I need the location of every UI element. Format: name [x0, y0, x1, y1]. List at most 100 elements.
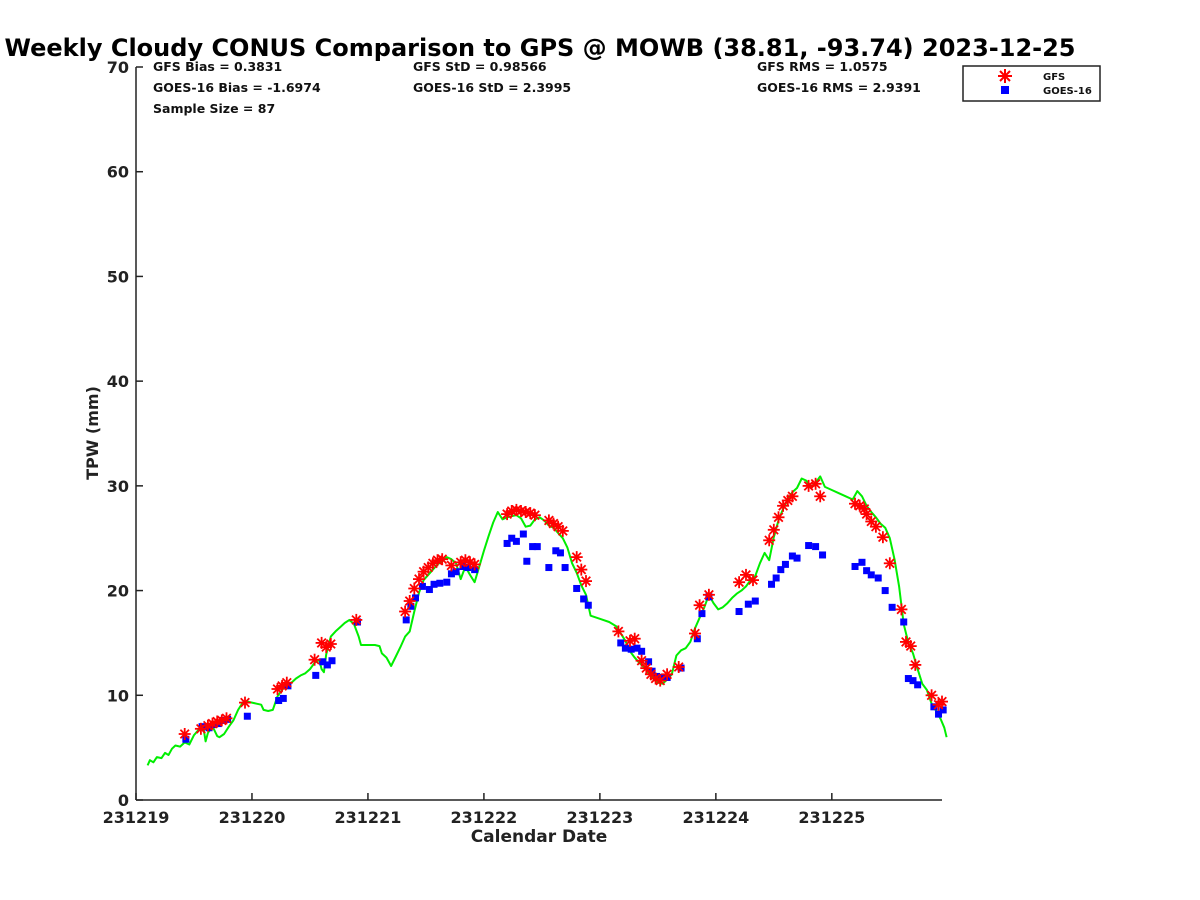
goes16-point — [452, 568, 460, 576]
gfs-point — [689, 627, 701, 640]
gfs-point — [767, 523, 780, 536]
gfs-point — [876, 531, 889, 544]
gfs-point — [904, 640, 917, 653]
goes16-point — [275, 697, 283, 705]
y-tick-label: 70 — [107, 58, 129, 77]
y-axis-label: TPW (mm) — [83, 386, 102, 480]
legend-box — [962, 65, 1101, 102]
gfs-point — [403, 595, 416, 607]
y-tick-label: 30 — [107, 477, 129, 496]
y-tick-label: 0 — [118, 791, 129, 810]
goes16-point — [529, 543, 537, 551]
gfs-point — [661, 668, 674, 681]
y-tick-label: 10 — [107, 686, 129, 705]
gfs-point — [814, 490, 827, 503]
goes16-point — [418, 582, 426, 590]
goes16-point — [900, 618, 908, 626]
legend-goes16-marker — [1001, 86, 1009, 94]
x-axis-ticks: 231219 231220 231221 231222 231223 231224 2312… — [103, 793, 865, 827]
goes16-point — [436, 579, 444, 587]
gfs-series — [178, 477, 948, 740]
gfs-point — [220, 712, 233, 725]
goes16-point — [411, 594, 419, 602]
gfs-point — [350, 613, 363, 626]
x-tick-label: 231220 — [219, 808, 286, 827]
goes16-point — [939, 706, 947, 714]
goes16-point — [735, 608, 743, 616]
y-axis-ticks: 0 10 20 30 40 50 60 70 — [107, 58, 143, 810]
gfs-point — [635, 654, 648, 667]
goes16-point — [584, 601, 592, 609]
gfs-point — [672, 661, 685, 673]
goes16-point — [182, 735, 190, 743]
goes16-point — [904, 675, 912, 683]
goes16-point — [552, 547, 560, 555]
goes16-point — [425, 586, 433, 594]
goes16-point — [533, 543, 541, 551]
gfs-point — [763, 534, 776, 547]
goes16-point — [323, 661, 331, 669]
gfs-point — [702, 588, 715, 601]
goes16-point — [788, 552, 796, 560]
gfs-point — [640, 662, 653, 675]
goes16-point — [617, 639, 625, 647]
goes16-point — [580, 595, 588, 603]
gfs-point — [280, 676, 293, 689]
gfs-point — [747, 574, 759, 587]
gfs-point — [178, 728, 191, 740]
gfs-point — [570, 551, 583, 564]
goes16-point — [909, 677, 917, 685]
gfs-point — [324, 638, 337, 650]
gfs-point — [809, 477, 822, 490]
gfs-point — [883, 557, 896, 570]
goes16-point — [781, 560, 789, 568]
gfs-point — [869, 520, 882, 533]
gfs-point — [519, 506, 532, 518]
gfs-point — [528, 509, 541, 522]
y-tick-label: 50 — [107, 267, 129, 286]
gfs-point — [895, 603, 908, 616]
goes16-point — [512, 537, 520, 545]
gps-series — [146, 475, 948, 766]
goes16-point — [443, 578, 451, 586]
gfs-point — [308, 653, 321, 666]
plot-area — [135, 67, 948, 801]
gfs-point — [860, 508, 873, 521]
stat-gfs-bias: GFS Bias = 0.3831 — [153, 59, 282, 74]
gfs-point — [936, 695, 948, 708]
goes16-point — [930, 703, 938, 711]
legend: GFS GOES-16 — [962, 65, 1101, 102]
x-tick-label: 231224 — [682, 808, 749, 827]
goes16-point — [698, 610, 706, 618]
goes16-point — [430, 580, 438, 588]
goes16-point — [243, 712, 251, 720]
stat-goes-bias: GOES-16 Bias = -1.6974 — [153, 80, 321, 95]
gfs-point — [436, 553, 449, 566]
goes16-point — [751, 597, 759, 605]
goes16-point — [464, 564, 472, 572]
goes16-point — [645, 658, 653, 666]
stat-goes-rms: GOES-16 RMS = 2.9391 — [757, 80, 921, 95]
goes16-point — [867, 571, 875, 579]
gfs-point — [612, 625, 625, 638]
gfs-point — [925, 689, 938, 702]
y-tick-label: 60 — [107, 163, 129, 182]
goes16-point — [888, 603, 896, 611]
goes16-point — [556, 549, 564, 557]
goes16-point — [693, 635, 701, 643]
goes16-point — [819, 551, 827, 559]
plot-frame — [136, 67, 942, 800]
gfs-point — [556, 524, 569, 537]
goes16-point — [768, 580, 776, 588]
goes16-point — [407, 602, 415, 610]
goes16-point — [545, 564, 553, 572]
goes16-point — [851, 562, 859, 570]
goes16-point — [648, 667, 656, 675]
goes16-point — [447, 570, 455, 578]
goes16-point — [812, 543, 820, 551]
goes16-point — [627, 645, 635, 653]
gfs-point — [445, 559, 458, 572]
stats-block: GFS Bias = 0.3831 GOES-16 Bias = -1.6974… — [153, 59, 921, 116]
x-axis-label: Calendar Date — [471, 827, 608, 847]
